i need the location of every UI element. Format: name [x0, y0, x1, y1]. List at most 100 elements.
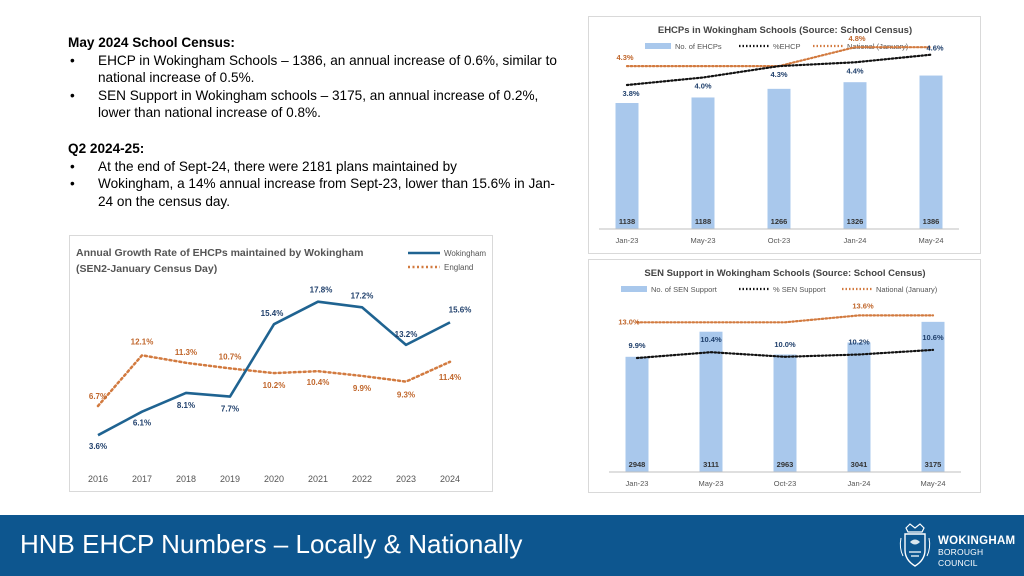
england-line: [96, 353, 452, 408]
x-tick-label: Jan-24: [848, 479, 871, 488]
england-data-label: 9.9%: [353, 384, 371, 393]
growth-rate-chart-panel: Annual Growth Rate of EHCPs maintained b…: [69, 235, 493, 492]
bar: [843, 82, 867, 229]
wokingham-data-label: 15.4%: [261, 309, 284, 318]
x-tick-label: May-24: [920, 479, 945, 488]
bar: [921, 321, 945, 472]
bar-value-label: 1386: [923, 217, 940, 226]
x-tick-label: Oct-23: [768, 236, 791, 245]
x-tick-label: 2023: [396, 474, 416, 484]
bar-value-label: 3175: [925, 460, 942, 469]
sen-support-chart: SEN Support in Wokingham Schools (Source…: [609, 268, 961, 488]
chart-title: SEN Support in Wokingham Schools (Source…: [644, 268, 925, 279]
bar: [691, 97, 715, 229]
x-tick-label: 2022: [352, 474, 372, 484]
crest-icon: [899, 523, 931, 567]
legend-label-england: England: [444, 263, 473, 272]
x-tick-label: 2016: [88, 474, 108, 484]
legend-label-national: National (January): [876, 285, 938, 294]
x-tick-label: 2024: [440, 474, 460, 484]
percent-line: [625, 53, 933, 87]
wokingham-data-label: 8.1%: [177, 401, 195, 410]
x-tick-label: 2018: [176, 474, 196, 484]
ehcp-chart: EHCPs in Wokingham Schools (Source: Scho…: [599, 25, 959, 245]
england-data-label: 10.2%: [263, 381, 286, 390]
x-tick-label: 2017: [132, 474, 152, 484]
bar: [625, 356, 649, 472]
wokingham-data-label: 17.2%: [351, 291, 374, 300]
wokingham-data-label: 13.2%: [395, 330, 418, 339]
x-tick-label: 2021: [308, 474, 328, 484]
percent-data-label: 3.8%: [622, 89, 639, 98]
bar: [847, 342, 871, 472]
census-bullet-sen: SEN Support in Wokingham schools – 3175,…: [68, 87, 568, 122]
sen-support-chart-panel: SEN Support in Wokingham Schools (Source…: [588, 259, 981, 493]
wokingham-data-label: 7.7%: [221, 405, 239, 414]
growth-rate-chart: Annual Growth Rate of EHCPs maintained b…: [76, 247, 486, 484]
england-data-label: 12.1%: [131, 337, 154, 346]
x-tick-label: 2019: [220, 474, 240, 484]
national-data-label: 4.8%: [848, 34, 865, 43]
bar-value-label: 1138: [619, 217, 635, 226]
legend-label-bars: No. of SEN Support: [651, 285, 718, 294]
wokingham-data-label: 15.6%: [449, 305, 472, 314]
bar-value-label: 1326: [847, 217, 864, 226]
bar-value-label: 1188: [695, 217, 711, 226]
bar: [699, 331, 723, 472]
england-data-label: 9.3%: [397, 391, 415, 400]
legend-label-pct: %EHCP: [773, 42, 801, 51]
england-data-label: 11.3%: [175, 348, 197, 357]
legend-label-pct: % SEN Support: [773, 285, 826, 294]
wokingham-line: [97, 300, 451, 437]
bar: [919, 75, 943, 229]
wokingham-data-label: 17.8%: [310, 286, 333, 295]
legend-swatch-bars: [621, 286, 647, 292]
national-data-label: 13.6%: [852, 301, 874, 310]
council-logo: WOKINGHAM BOROUGH COUNCIL: [898, 522, 1018, 570]
x-tick-label: Jan-23: [616, 236, 639, 245]
percent-line: [635, 348, 935, 360]
x-tick-label: 2020: [264, 474, 284, 484]
wokingham-data-label: 3.6%: [89, 442, 107, 451]
legend-swatch-bars: [645, 43, 671, 49]
x-tick-label: Jan-24: [844, 236, 867, 245]
percent-data-label: 4.6%: [926, 44, 943, 53]
bar-value-label: 3111: [703, 460, 719, 469]
q2-bullet-plans: At the end of Sept-24, there were 2181 p…: [68, 158, 568, 176]
bar: [767, 88, 791, 229]
bar-value-label: 2963: [777, 460, 794, 469]
q2-bullet-list: At the end of Sept-24, there were 2181 p…: [68, 158, 568, 211]
logo-wordmark: WOKINGHAM: [938, 535, 1016, 547]
percent-data-label: 10.4%: [700, 335, 722, 344]
chart-title: Annual Growth Rate of EHCPs maintained b…: [76, 247, 363, 259]
bar-value-label: 3041: [851, 460, 868, 469]
bar-value-label: 2948: [629, 460, 646, 469]
x-tick-label: Jan-23: [626, 479, 649, 488]
national-data-label: 4.3%: [616, 53, 633, 62]
summary-text: May 2024 School Census: EHCP in Wokingha…: [68, 34, 568, 210]
x-tick-label: Oct-23: [774, 479, 797, 488]
england-data-label: 10.7%: [219, 352, 242, 361]
percent-data-label: 10.0%: [774, 340, 796, 349]
national-line: [635, 314, 935, 324]
england-data-label: 6.7%: [89, 392, 107, 401]
ehcp-chart-panel: EHCPs in Wokingham Schools (Source: Scho…: [588, 16, 981, 254]
bar: [773, 354, 797, 472]
x-tick-label: May-23: [698, 479, 723, 488]
wokingham-data-label: 6.1%: [133, 419, 151, 428]
chart-subtitle: (SEN2-January Census Day): [76, 263, 217, 275]
census-bullet-ehcp: EHCP in Wokingham Schools – 1386, an ann…: [68, 52, 568, 87]
percent-data-label: 10.6%: [922, 333, 944, 342]
england-data-label: 11.4%: [439, 373, 461, 382]
slide-title: HNB EHCP Numbers – Locally & Nationally: [20, 529, 523, 559]
bar-value-label: 1266: [771, 217, 788, 226]
legend-label-wokingham: Wokingham: [444, 249, 486, 258]
q2-bullet-increase: Wokingham, a 14% annual increase from Se…: [68, 175, 568, 210]
percent-data-label: 4.0%: [694, 81, 711, 90]
percent-data-label: 4.3%: [770, 70, 787, 79]
percent-data-label: 10.2%: [848, 338, 870, 347]
logo-subtitle: BOROUGH COUNCIL: [938, 547, 984, 568]
bar: [615, 103, 639, 229]
national-data-label: 13.0%: [618, 317, 640, 326]
percent-data-label: 9.9%: [628, 341, 645, 350]
